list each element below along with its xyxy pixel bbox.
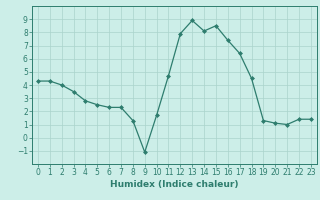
X-axis label: Humidex (Indice chaleur): Humidex (Indice chaleur) xyxy=(110,180,239,189)
